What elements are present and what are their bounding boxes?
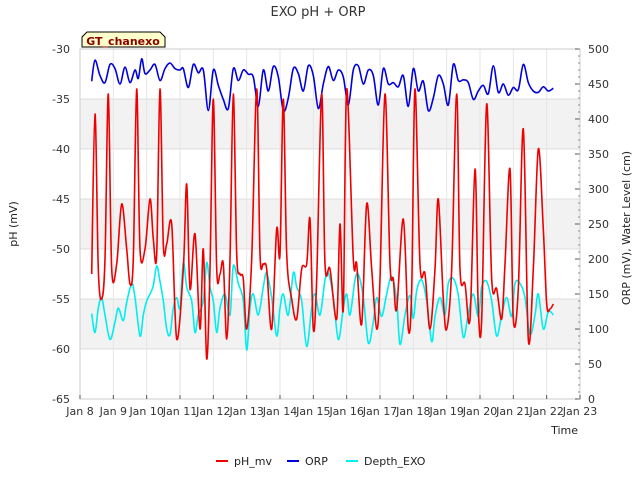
x-tick-label: Jan 8 xyxy=(65,405,93,418)
y-right-tick-label: 0 xyxy=(588,393,595,406)
y-right-tick-label: 100 xyxy=(588,323,609,336)
x-tick-label: Jan 15 xyxy=(295,405,330,418)
x-tick-label: Jan 14 xyxy=(262,405,297,418)
x-tick-label: Jan 12 xyxy=(195,405,230,418)
x-tick-label: Jan 20 xyxy=(462,405,497,418)
left-axis: -65 -60 -55 -50 -45 -40 -35 -30 xyxy=(52,43,70,406)
x-tick-label: Jan 22 xyxy=(528,405,563,418)
y-left-tick-label: -45 xyxy=(52,193,70,206)
legend-label: ORP xyxy=(305,455,328,468)
x-tick-label: Jan 19 xyxy=(428,405,463,418)
y-axis-right-title: ORP (mV), Water Level (cm) xyxy=(620,151,633,305)
right-axis: 0 50 100 150 200 250 300 350 400 450 500 xyxy=(575,43,609,406)
y-left-tick-label: -55 xyxy=(52,293,70,306)
x-tick-label: Jan 9 xyxy=(99,405,127,418)
y-left-tick-label: -65 xyxy=(52,393,70,406)
x-tick-label: Jan 18 xyxy=(395,405,430,418)
x-tick-label: Jan 17 xyxy=(362,405,397,418)
legend-item-depth-exo: Depth_EXO xyxy=(346,455,426,468)
station-label-box: GT_chanexo xyxy=(81,31,166,48)
x-axis-title: Time xyxy=(550,424,578,437)
x-tick-label: Jan 16 xyxy=(328,405,363,418)
x-tick-label: Jan 11 xyxy=(162,405,197,418)
chart-title: EXO pH + ORP xyxy=(271,5,366,20)
station-label: GT_chanexo xyxy=(86,35,160,48)
y-left-tick-label: -40 xyxy=(52,143,70,156)
series-layer xyxy=(90,57,555,360)
y-left-tick-label: -50 xyxy=(52,243,70,256)
legend-label: pH_mv xyxy=(234,455,272,468)
y-right-tick-label: 300 xyxy=(588,183,609,196)
y-right-tick-label: 200 xyxy=(588,253,609,266)
legend-label: Depth_EXO xyxy=(364,455,426,468)
y-right-tick-label: 450 xyxy=(588,78,609,91)
grid-band xyxy=(80,299,580,349)
y-left-tick-label: -60 xyxy=(52,343,70,356)
legend-item-orp: ORP xyxy=(287,455,328,468)
x-tick-label: Jan 21 xyxy=(495,405,530,418)
grid-band xyxy=(80,199,580,249)
y-right-tick-label: 50 xyxy=(588,358,602,371)
legend-item-ph-mv: pH_mv xyxy=(216,455,272,468)
series-line-ph-mv xyxy=(90,88,555,360)
y-left-tick-label: -35 xyxy=(52,93,70,106)
y-right-tick-label: 350 xyxy=(588,148,609,161)
x-tick-label: Jan 13 xyxy=(228,405,263,418)
x-tick-label: Jan 23 xyxy=(562,405,597,418)
grid-bands xyxy=(80,99,580,349)
x-tick-label: Jan 10 xyxy=(128,405,163,418)
legend: pH_mv ORP Depth_EXO xyxy=(216,455,426,468)
series-line-orp xyxy=(90,57,554,113)
grid-band xyxy=(80,99,580,149)
y-right-tick-label: 500 xyxy=(588,43,609,56)
y-right-tick-label: 150 xyxy=(588,288,609,301)
y-left-tick-label: -30 xyxy=(52,43,70,56)
y-right-tick-label: 400 xyxy=(588,113,609,126)
y-right-tick-label: 250 xyxy=(588,218,609,231)
grid-lines xyxy=(79,48,581,400)
y-axis-left-title: pH (mV) xyxy=(7,201,20,247)
